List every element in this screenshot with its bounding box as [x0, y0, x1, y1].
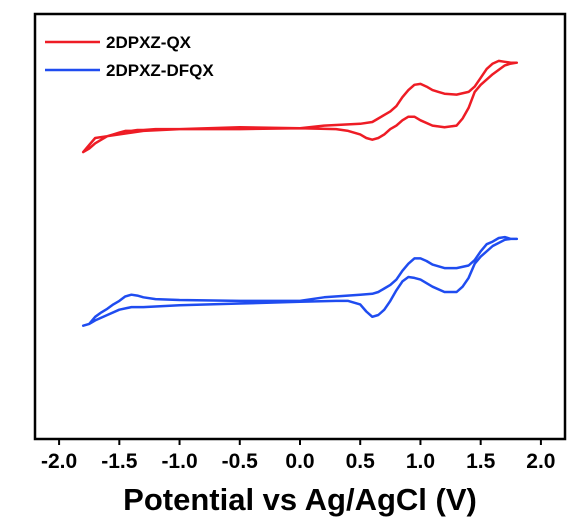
x-tick-label: 2.0 [526, 450, 555, 473]
x-tick-label: 0.0 [285, 450, 314, 473]
x-tick-label: -0.5 [222, 450, 259, 473]
x-tick-label: -1.0 [161, 450, 197, 473]
series-line-2 [81, 235, 519, 327]
series-lines [81, 59, 519, 327]
x-tick-label: -1.5 [101, 450, 138, 473]
x-tick-label: 1.0 [406, 450, 435, 473]
x-tick-label: 0.5 [346, 450, 376, 473]
x-axis-ticks [58, 439, 542, 445]
x-tick-label: -2.0 [41, 450, 77, 473]
x-axis-title: Potential vs Ag/AgCl (V) [123, 482, 477, 517]
x-axis-tick-labels: -2.0 -1.5 -1.0 -0.5 0.0 0.5 1.0 1.5 2.0 [41, 450, 556, 473]
legend-label-1: 2DPXZ-QX [106, 33, 192, 52]
legend-label-2: 2DPXZ-DFQX [106, 61, 214, 80]
legend: 2DPXZ-QX 2DPXZ-DFQX [45, 33, 214, 80]
series-line-1 [81, 59, 519, 154]
x-tick-label: 1.5 [466, 450, 496, 473]
